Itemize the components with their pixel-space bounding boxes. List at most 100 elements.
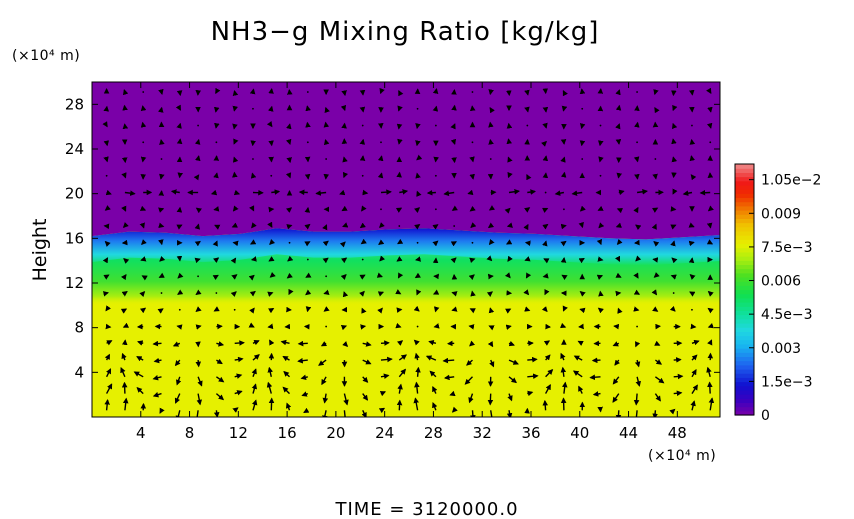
wind-vector xyxy=(378,407,386,414)
wind-vector xyxy=(195,155,201,162)
wind-vector-dot xyxy=(471,241,474,244)
wind-vector-dot xyxy=(599,124,602,127)
wind-vector xyxy=(633,289,641,295)
wind-vector xyxy=(321,376,327,386)
wind-vector xyxy=(671,257,678,264)
colorbar-segment xyxy=(735,322,754,328)
plot-area xyxy=(92,82,720,417)
wind-vector xyxy=(105,368,112,378)
wind-vector-dot xyxy=(233,308,236,311)
wind-vector xyxy=(690,174,697,181)
wind-vector xyxy=(469,205,476,212)
wind-vector xyxy=(286,272,293,279)
wind-vector xyxy=(612,393,620,403)
wind-vector xyxy=(251,222,257,229)
wind-vector xyxy=(396,340,404,346)
wind-vector xyxy=(598,140,604,147)
wind-vector xyxy=(380,189,392,195)
wind-vector xyxy=(507,255,513,262)
wind-vector xyxy=(429,370,437,378)
wind-vector xyxy=(213,106,220,113)
colorbar-segment xyxy=(735,256,754,261)
wind-vector xyxy=(140,105,147,112)
wind-vector xyxy=(489,107,495,114)
wind-vector xyxy=(105,323,112,330)
wind-vector xyxy=(158,207,165,213)
x-tick-label: 8 xyxy=(185,424,195,442)
wind-vector xyxy=(103,140,110,147)
wind-vector-dot xyxy=(361,124,364,127)
wind-vector xyxy=(670,274,677,280)
wind-vector xyxy=(159,173,165,180)
wind-vector-dot xyxy=(398,225,401,227)
wind-vector xyxy=(469,173,475,180)
wind-vector xyxy=(543,340,551,346)
colorbar-segment xyxy=(735,339,754,345)
wind-vector-dot xyxy=(654,158,657,160)
colorbar-segment xyxy=(735,302,754,307)
wind-vector xyxy=(671,122,678,130)
wind-vector xyxy=(504,207,511,214)
wind-vector xyxy=(527,189,537,195)
wind-vector xyxy=(428,339,437,346)
wind-vector xyxy=(230,291,237,297)
wind-vector xyxy=(343,393,349,406)
wind-vector xyxy=(443,190,455,197)
wind-vector xyxy=(304,241,311,247)
wind-vector xyxy=(266,121,273,128)
wind-vector xyxy=(579,122,586,130)
wind-vector-dot xyxy=(453,225,456,227)
colorbar-segment xyxy=(735,381,754,387)
wind-vector xyxy=(469,257,476,264)
wind-vector xyxy=(469,156,475,163)
wind-vector xyxy=(654,340,661,346)
wind-vector xyxy=(341,90,347,97)
wind-vector xyxy=(342,171,349,179)
wind-vector xyxy=(682,190,693,196)
wind-vector xyxy=(250,172,257,179)
colorbar-segment xyxy=(735,297,754,303)
wind-vector xyxy=(359,106,366,113)
wind-vector xyxy=(415,123,421,130)
wind-vector xyxy=(267,221,273,228)
wind-vector xyxy=(425,355,437,361)
wind-vector xyxy=(618,189,625,196)
wind-vector xyxy=(269,239,276,245)
wind-vector xyxy=(468,324,475,330)
wind-vector xyxy=(634,121,640,128)
wind-vector xyxy=(285,402,292,411)
colorbar-ticks: 0 1.5e−3 0.003 4.5e−3 0.006 7.5e−3 0.009 1.05e−… xyxy=(749,173,821,424)
wind-vector xyxy=(139,307,147,314)
wind-vector xyxy=(250,239,257,245)
x-tick-label: 4 xyxy=(136,424,146,442)
wind-vector-dot xyxy=(599,174,602,177)
wind-vector xyxy=(450,123,456,130)
wind-vector xyxy=(414,224,421,230)
wind-vector xyxy=(469,308,476,314)
wind-vector xyxy=(339,241,346,248)
wind-vector xyxy=(652,173,658,180)
colorbar-tick-label: 0 xyxy=(761,408,770,424)
wind-vector xyxy=(432,385,438,394)
wind-vector xyxy=(615,123,621,130)
wind-vector xyxy=(104,398,110,411)
wind-vector xyxy=(195,324,202,330)
colorbar-segment xyxy=(735,172,754,178)
wind-vector xyxy=(691,354,698,361)
colorbar-segment xyxy=(735,398,754,404)
wind-vector xyxy=(267,323,274,330)
wind-vector xyxy=(690,400,696,411)
wind-vector xyxy=(103,156,109,163)
y-axis-unit: (×10⁴ m) xyxy=(12,48,80,64)
wind-vector xyxy=(415,366,421,377)
wind-vector xyxy=(158,272,165,278)
wind-vector xyxy=(633,206,639,214)
wind-vector-dot xyxy=(489,158,492,160)
wind-vector xyxy=(271,189,281,195)
colorbar-segment xyxy=(735,343,754,349)
wind-vector xyxy=(396,256,403,262)
wind-vector-dot xyxy=(636,325,638,328)
wind-vector xyxy=(379,255,386,262)
wind-vector xyxy=(122,89,129,96)
wind-vector xyxy=(651,289,658,296)
